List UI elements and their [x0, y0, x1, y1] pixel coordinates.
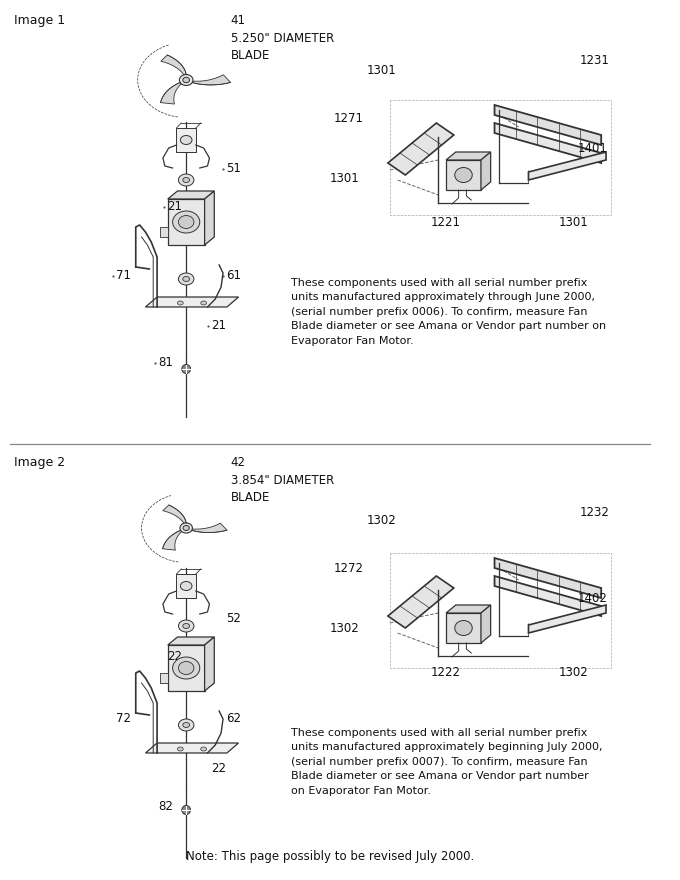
- Bar: [205, 227, 212, 237]
- Polygon shape: [494, 576, 601, 616]
- Ellipse shape: [183, 276, 190, 282]
- Polygon shape: [481, 605, 491, 643]
- Text: Image 2: Image 2: [14, 456, 65, 469]
- Text: 1402: 1402: [578, 591, 608, 605]
- Text: These components used with all serial number prefix
units manufactured approxima: These components used with all serial nu…: [291, 728, 602, 796]
- Ellipse shape: [183, 77, 190, 83]
- Ellipse shape: [173, 657, 200, 679]
- Text: 1221: 1221: [430, 216, 460, 229]
- Polygon shape: [160, 55, 186, 75]
- Text: 1302: 1302: [367, 514, 396, 526]
- Ellipse shape: [178, 719, 194, 731]
- Polygon shape: [528, 152, 606, 180]
- Text: 1222: 1222: [430, 665, 460, 678]
- Text: 1301: 1301: [330, 172, 360, 185]
- Ellipse shape: [173, 211, 200, 233]
- Polygon shape: [168, 191, 214, 199]
- Bar: [177, 128, 196, 152]
- Text: 52: 52: [226, 612, 241, 625]
- Ellipse shape: [180, 582, 192, 590]
- Text: These components used with all serial number prefix
units manufactured approxima: These components used with all serial nu…: [291, 278, 606, 346]
- Ellipse shape: [178, 662, 194, 674]
- Ellipse shape: [183, 722, 190, 728]
- Text: 1301: 1301: [367, 63, 396, 77]
- Text: 41
5.250" DIAMETER
BLADE: 41 5.250" DIAMETER BLADE: [231, 14, 334, 62]
- Ellipse shape: [177, 747, 184, 751]
- Polygon shape: [205, 191, 214, 245]
- Ellipse shape: [455, 620, 472, 635]
- Text: 51: 51: [226, 162, 241, 174]
- Bar: [160, 227, 168, 237]
- Ellipse shape: [178, 216, 194, 229]
- Polygon shape: [494, 123, 601, 163]
- Polygon shape: [168, 637, 214, 645]
- Polygon shape: [146, 743, 239, 753]
- Polygon shape: [192, 524, 227, 532]
- Ellipse shape: [178, 174, 194, 186]
- Polygon shape: [163, 531, 182, 550]
- Ellipse shape: [177, 301, 184, 305]
- Ellipse shape: [180, 136, 192, 144]
- Text: 82: 82: [158, 800, 173, 812]
- Ellipse shape: [183, 624, 190, 628]
- Text: 22: 22: [211, 761, 226, 774]
- Text: Image 1: Image 1: [14, 14, 65, 27]
- Text: 1272: 1272: [334, 561, 364, 575]
- Ellipse shape: [180, 75, 193, 85]
- Polygon shape: [494, 105, 601, 145]
- Text: 21: 21: [167, 200, 182, 212]
- Ellipse shape: [183, 178, 190, 182]
- Text: 1301: 1301: [558, 216, 588, 229]
- Bar: [446, 613, 481, 643]
- Polygon shape: [388, 576, 454, 628]
- Bar: [160, 673, 168, 683]
- Ellipse shape: [182, 805, 190, 815]
- Polygon shape: [205, 637, 214, 691]
- Polygon shape: [163, 505, 186, 524]
- Polygon shape: [160, 83, 182, 104]
- Bar: [168, 199, 205, 245]
- Ellipse shape: [182, 364, 190, 373]
- Bar: [446, 160, 481, 190]
- Text: 71: 71: [116, 268, 131, 282]
- Text: 61: 61: [226, 268, 241, 282]
- Polygon shape: [494, 558, 601, 598]
- Text: 42
3.854" DIAMETER
BLADE: 42 3.854" DIAMETER BLADE: [231, 456, 334, 504]
- Ellipse shape: [455, 167, 472, 182]
- Text: 1271: 1271: [334, 112, 364, 124]
- Polygon shape: [446, 152, 491, 160]
- Polygon shape: [446, 605, 491, 613]
- Text: 1302: 1302: [558, 665, 588, 678]
- Ellipse shape: [201, 747, 207, 751]
- Ellipse shape: [201, 301, 207, 305]
- Ellipse shape: [183, 525, 189, 531]
- Text: 1232: 1232: [580, 505, 610, 518]
- Polygon shape: [388, 123, 454, 175]
- Bar: [205, 673, 212, 683]
- Polygon shape: [481, 152, 491, 190]
- Polygon shape: [528, 605, 606, 633]
- Text: 1401: 1401: [578, 142, 608, 155]
- Text: 21: 21: [211, 319, 226, 332]
- Text: 22: 22: [167, 649, 182, 663]
- Text: Note: This page possibly to be revised July 2000.: Note: This page possibly to be revised J…: [186, 849, 474, 862]
- Text: 62: 62: [226, 712, 241, 724]
- Ellipse shape: [178, 620, 194, 632]
- Text: 1302: 1302: [330, 621, 360, 634]
- Bar: [168, 645, 205, 691]
- Bar: [177, 574, 196, 598]
- Text: 81: 81: [158, 356, 173, 369]
- Text: 72: 72: [116, 712, 131, 724]
- Ellipse shape: [180, 523, 192, 533]
- Ellipse shape: [178, 273, 194, 285]
- Text: 1231: 1231: [580, 54, 610, 67]
- Polygon shape: [192, 75, 231, 85]
- Polygon shape: [146, 297, 239, 307]
